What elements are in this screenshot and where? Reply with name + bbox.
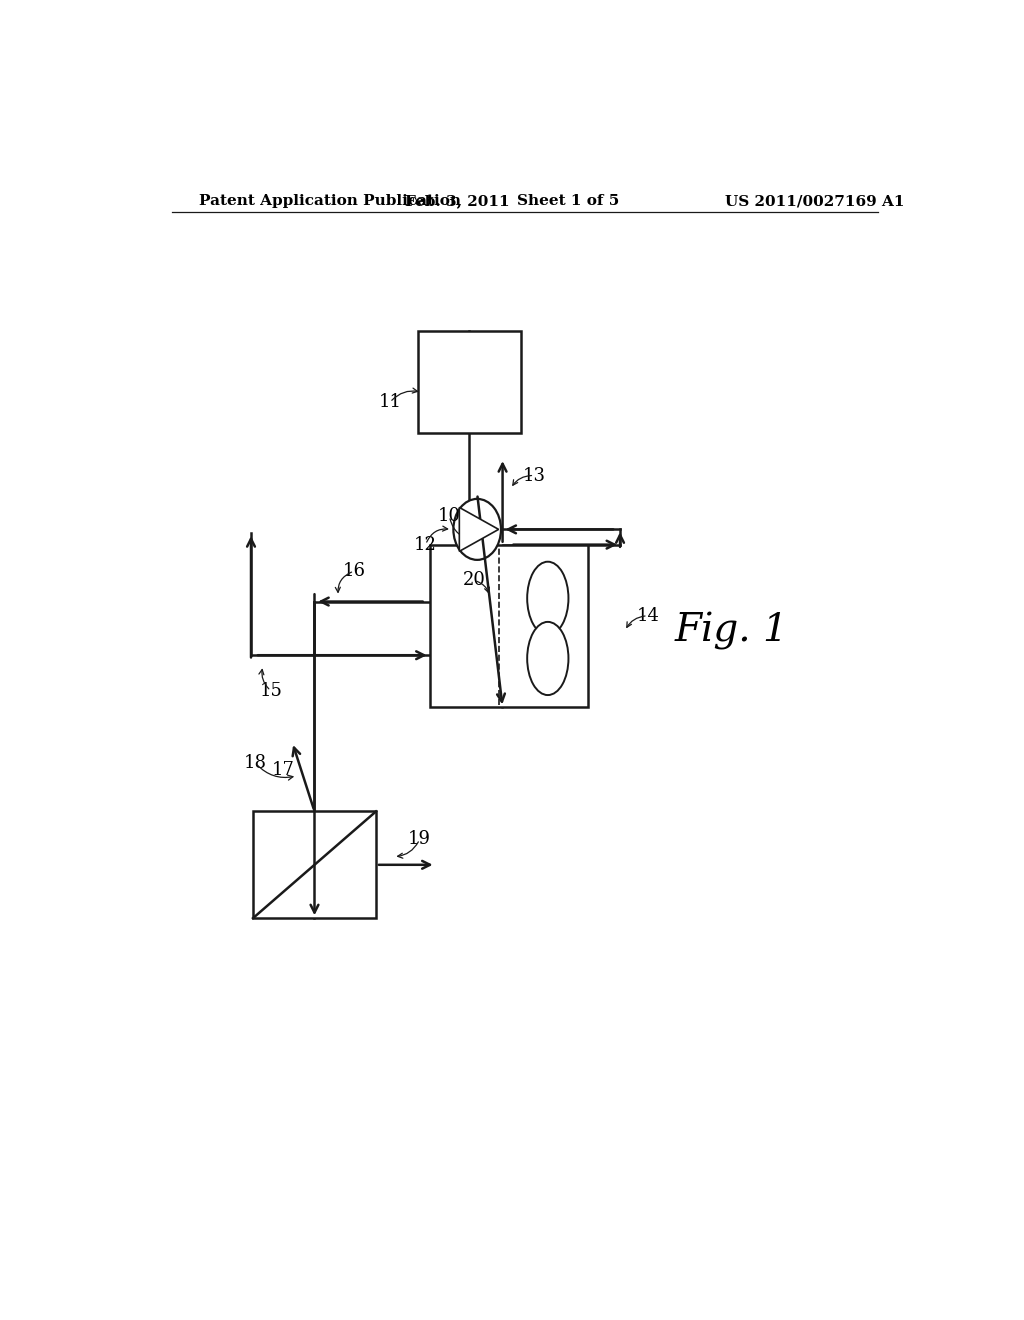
Text: 15: 15 — [259, 682, 283, 700]
Circle shape — [454, 499, 501, 560]
Bar — [253, 812, 376, 919]
Text: 16: 16 — [343, 562, 366, 579]
Text: 18: 18 — [244, 754, 266, 772]
Text: 14: 14 — [636, 607, 659, 624]
Text: Fig. 1: Fig. 1 — [674, 612, 788, 649]
Polygon shape — [460, 507, 499, 552]
Text: Patent Application Publication: Patent Application Publication — [200, 194, 462, 209]
Text: 20: 20 — [463, 572, 485, 590]
Text: Sheet 1 of 5: Sheet 1 of 5 — [517, 194, 620, 209]
Text: 10: 10 — [438, 507, 461, 525]
Ellipse shape — [527, 622, 568, 696]
Text: US 2011/0027169 A1: US 2011/0027169 A1 — [725, 194, 904, 209]
Bar — [418, 331, 521, 433]
Bar — [430, 545, 589, 708]
Text: 12: 12 — [414, 536, 437, 553]
Text: Feb. 3, 2011: Feb. 3, 2011 — [406, 194, 510, 209]
Ellipse shape — [527, 562, 568, 635]
Text: 19: 19 — [409, 830, 431, 849]
Text: 11: 11 — [379, 393, 401, 412]
Text: 13: 13 — [523, 466, 546, 484]
Text: 17: 17 — [271, 762, 294, 779]
